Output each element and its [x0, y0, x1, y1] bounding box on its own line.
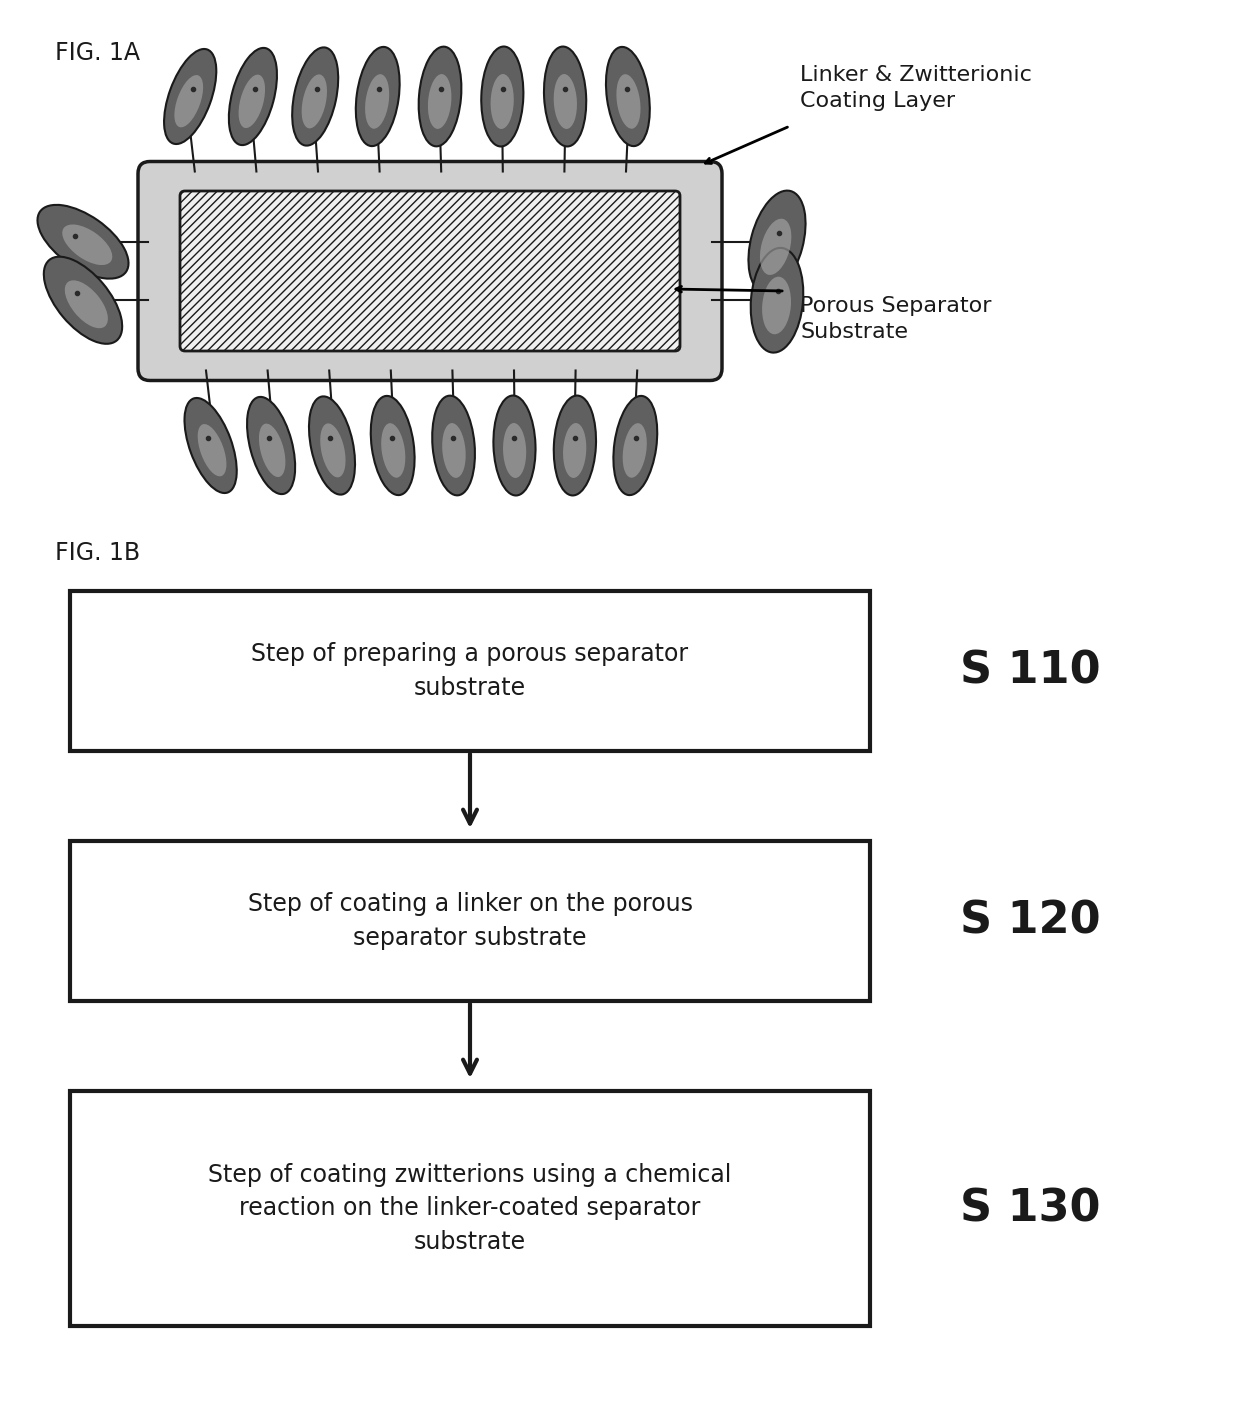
- Text: Linker & Zwitterionic
Coating Layer: Linker & Zwitterionic Coating Layer: [800, 65, 1032, 111]
- Ellipse shape: [763, 277, 791, 334]
- Ellipse shape: [320, 423, 346, 477]
- Ellipse shape: [750, 248, 804, 353]
- Ellipse shape: [494, 395, 536, 495]
- Ellipse shape: [606, 47, 650, 147]
- Ellipse shape: [563, 423, 587, 478]
- Text: Porous Separator
Substrate: Porous Separator Substrate: [800, 296, 992, 343]
- Ellipse shape: [37, 205, 129, 278]
- Text: Step of preparing a porous separator
substrate: Step of preparing a porous separator sub…: [252, 642, 688, 700]
- Ellipse shape: [749, 190, 806, 293]
- FancyBboxPatch shape: [180, 190, 680, 351]
- Ellipse shape: [443, 423, 466, 478]
- Ellipse shape: [554, 73, 577, 128]
- Ellipse shape: [371, 396, 414, 495]
- Text: FIG. 1B: FIG. 1B: [55, 540, 140, 564]
- Text: FIG. 1A: FIG. 1A: [55, 41, 140, 65]
- Text: Step of coating zwitterions using a chemical
reaction on the linker-coated separ: Step of coating zwitterions using a chem…: [208, 1163, 732, 1254]
- Ellipse shape: [229, 48, 277, 145]
- Ellipse shape: [419, 47, 461, 147]
- Ellipse shape: [64, 281, 108, 329]
- Bar: [69, 591, 870, 751]
- Ellipse shape: [428, 73, 451, 128]
- Ellipse shape: [614, 396, 657, 495]
- Ellipse shape: [622, 423, 647, 478]
- Ellipse shape: [247, 396, 295, 494]
- Ellipse shape: [381, 423, 405, 478]
- Text: S 120: S 120: [960, 899, 1101, 943]
- Ellipse shape: [356, 47, 399, 147]
- Ellipse shape: [760, 219, 791, 275]
- Ellipse shape: [554, 395, 596, 495]
- Ellipse shape: [175, 75, 203, 127]
- Text: Step of coating a linker on the porous
separator substrate: Step of coating a linker on the porous s…: [248, 892, 692, 950]
- Text: S 130: S 130: [960, 1187, 1101, 1230]
- Ellipse shape: [309, 396, 355, 495]
- Ellipse shape: [433, 395, 475, 495]
- Ellipse shape: [503, 423, 526, 478]
- Ellipse shape: [197, 425, 227, 477]
- Bar: [69, 1091, 870, 1326]
- Ellipse shape: [365, 75, 389, 128]
- Ellipse shape: [301, 75, 327, 128]
- Bar: [69, 841, 870, 1000]
- FancyBboxPatch shape: [138, 161, 722, 381]
- Ellipse shape: [43, 257, 123, 344]
- Ellipse shape: [259, 423, 285, 477]
- Ellipse shape: [544, 47, 587, 147]
- Ellipse shape: [185, 398, 237, 492]
- Ellipse shape: [293, 48, 339, 145]
- Ellipse shape: [62, 224, 113, 265]
- Ellipse shape: [491, 73, 513, 128]
- Ellipse shape: [164, 49, 216, 144]
- Ellipse shape: [481, 47, 523, 147]
- Text: S 110: S 110: [960, 649, 1101, 693]
- Ellipse shape: [616, 75, 641, 128]
- Ellipse shape: [238, 75, 265, 128]
